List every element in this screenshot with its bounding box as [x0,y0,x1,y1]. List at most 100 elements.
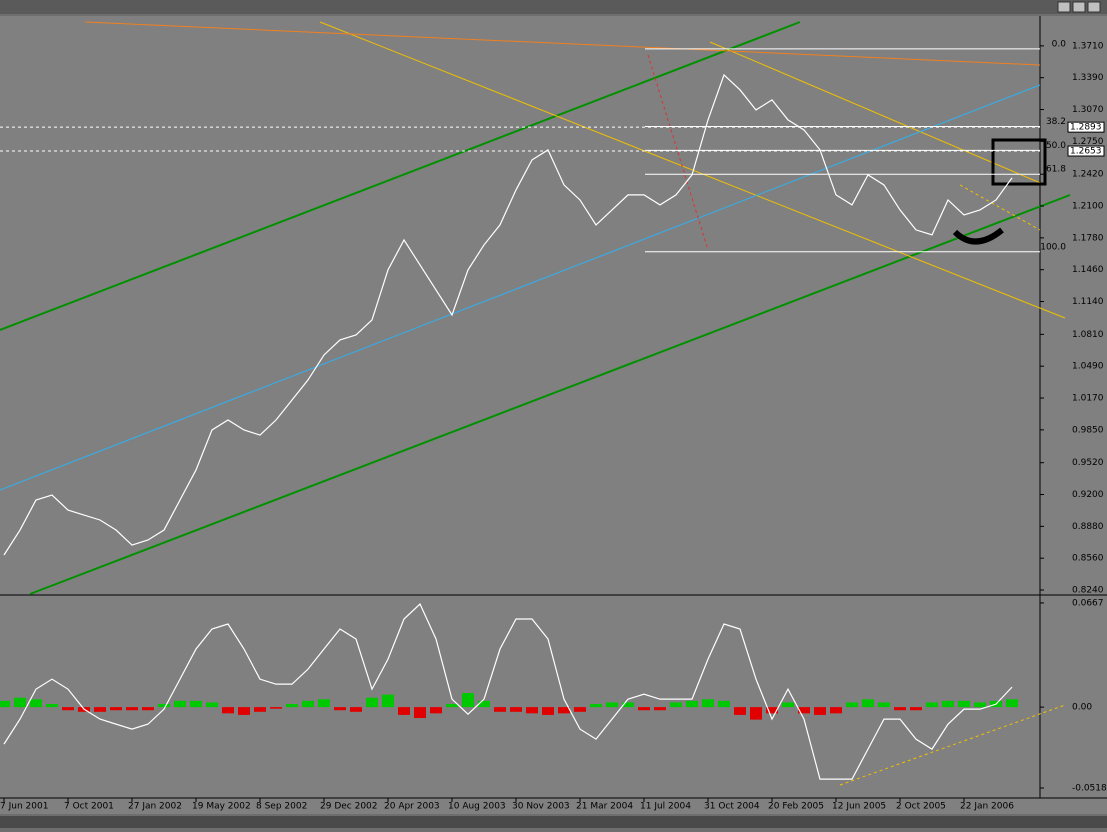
fib-label: 50.0 [1046,141,1066,151]
x-tick-label: 20 Feb 2005 [768,802,824,812]
histogram-bar [718,700,730,708]
histogram-bar [414,707,426,719]
histogram-bar [606,702,618,708]
histogram-bar [126,707,138,711]
x-tick-label: 22 Jan 2006 [960,802,1014,812]
histogram-bar [302,700,314,708]
fib-label: 38.2 [1046,117,1066,127]
close-button[interactable] [1087,1,1101,13]
price-label: 1.2893 [1070,123,1102,133]
y-tick-label: 0.9520 [1072,458,1104,468]
channel-line [0,21,801,331]
y-tick-label: 1.1460 [1072,265,1104,275]
histogram-bar [670,702,682,708]
x-tick-label: 29 Dec 2002 [320,802,378,812]
y-tick-label: 1.1780 [1072,233,1104,243]
histogram-bar [542,707,554,715]
y-tick-label: 1.3070 [1072,105,1104,115]
fib-label: 61.8 [1046,165,1066,175]
oscillator-trend-line [839,704,1066,786]
x-tick-label: 11 Jul 2004 [640,802,691,812]
maximize-button[interactable] [1072,1,1086,13]
histogram-bar [94,707,106,712]
channel-line [29,194,1071,595]
y-tick-label: 1.2100 [1072,202,1104,212]
histogram-bar [814,707,826,715]
y-tick-label: 0.00 [1072,703,1092,713]
histogram-bar [350,707,362,712]
histogram-bar [1006,699,1018,708]
status-bar [0,816,1107,828]
x-tick-label: 20 Apr 2003 [384,802,440,812]
chart-area [0,16,1107,814]
y-tick-label: 1.0490 [1072,362,1104,372]
price-label-box [1067,121,1105,133]
histogram-bar [30,699,42,708]
y-tick-label: 1.2750 [1072,137,1104,147]
x-tick-label: 27 Jan 2002 [128,802,182,812]
histogram-bar [446,703,458,708]
histogram-bar [238,707,250,715]
histogram-bar [638,707,650,711]
trend-line [0,84,1041,491]
histogram-bar [0,700,10,708]
histogram-bar [686,700,698,708]
histogram-bar [110,707,122,711]
price-line [3,73,1013,556]
y-tick-label: 1.3390 [1072,73,1104,83]
histogram-bar [14,697,26,708]
histogram-bar [558,707,570,714]
histogram-bar [462,693,474,708]
histogram-bar [926,702,938,708]
histogram-bar [766,707,778,714]
histogram-bar [878,702,890,708]
x-tick-label: 19 May 2002 [192,802,251,812]
trend-line [709,41,1046,186]
histogram-bar [366,697,378,708]
histogram-bar [654,707,666,711]
histogram-bar [590,703,602,708]
y-tick-label: 0.0667 [1072,598,1104,608]
y-tick-label: 1.0170 [1072,394,1104,404]
annotation-mark [952,227,1004,245]
x-tick-label: 2 Oct 2005 [896,802,946,812]
histogram-bar [206,702,218,708]
title-bar [0,0,1107,14]
y-tick-label: -0.0518 [1072,784,1107,794]
x-tick-label: 21 Mar 2004 [576,802,633,812]
histogram-bar [382,694,394,708]
histogram-bar [270,707,282,709]
highlight-box [991,138,1047,186]
histogram-bar [46,703,58,708]
histogram-bar [62,707,74,711]
histogram-bar [894,707,906,711]
histogram-bar [286,703,298,708]
histogram-bar [830,707,842,714]
minimize-button[interactable] [1057,1,1071,13]
histogram-bar [526,707,538,714]
x-tick-label: 30 Nov 2003 [512,802,570,812]
trend-line [84,21,1041,66]
histogram-bar [798,707,810,714]
y-tick-label: 0.9200 [1072,490,1104,500]
histogram-bar [478,700,490,708]
x-tick-label: 7 Jun 2001 [0,802,48,812]
histogram-bar [862,699,874,708]
histogram-bar [142,707,154,711]
fib-label: 100.0 [1040,242,1066,252]
histogram-bar [974,702,986,708]
histogram-bar [702,699,714,708]
y-tick-label: 0.8560 [1072,554,1104,564]
fib-label: 0.0 [1052,39,1067,49]
histogram-bar [222,707,234,714]
y-tick-label: 0.9850 [1072,425,1104,435]
x-tick-label: 12 Jun 2005 [832,802,886,812]
y-tick-label: 0.8240 [1072,586,1104,596]
y-tick-label: 1.1140 [1072,297,1104,307]
histogram-bar [318,699,330,708]
histogram-bar [510,707,522,712]
histogram-bar [190,700,202,708]
histogram-bar [942,700,954,708]
fib-trend-line [647,54,709,251]
